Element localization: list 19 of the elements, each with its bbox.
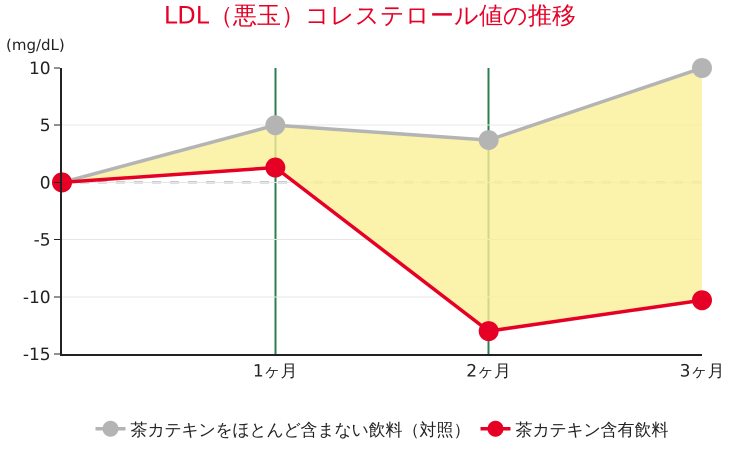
point bbox=[478, 130, 499, 150]
legend-label: 茶カテキンをほとんど含まない飲料（対照） bbox=[130, 420, 470, 440]
y-tick-label: -10 bbox=[22, 288, 51, 308]
point bbox=[478, 321, 499, 342]
y-axis-title: (mg/dL) bbox=[6, 36, 65, 54]
y-tick-label: 0 bbox=[40, 173, 51, 194]
y-tick-label: -15 bbox=[22, 344, 51, 365]
chart-title: LDL（悪玉）コレステロール値の推移 bbox=[164, 2, 576, 30]
x-tick-label: 2ヶ月 bbox=[466, 361, 512, 382]
point bbox=[692, 58, 712, 78]
point bbox=[692, 290, 712, 310]
legend-label: 茶カテキン含有飲料 bbox=[516, 420, 668, 440]
point bbox=[265, 158, 286, 178]
point bbox=[265, 115, 286, 136]
y-tick-label: 5 bbox=[40, 116, 51, 136]
x-tick-label: 3ヶ月 bbox=[680, 361, 724, 382]
x-tick-label: 1ヶ月 bbox=[252, 361, 298, 382]
y-tick-label: -5 bbox=[34, 230, 51, 251]
y-tick-label: 10 bbox=[28, 58, 51, 79]
